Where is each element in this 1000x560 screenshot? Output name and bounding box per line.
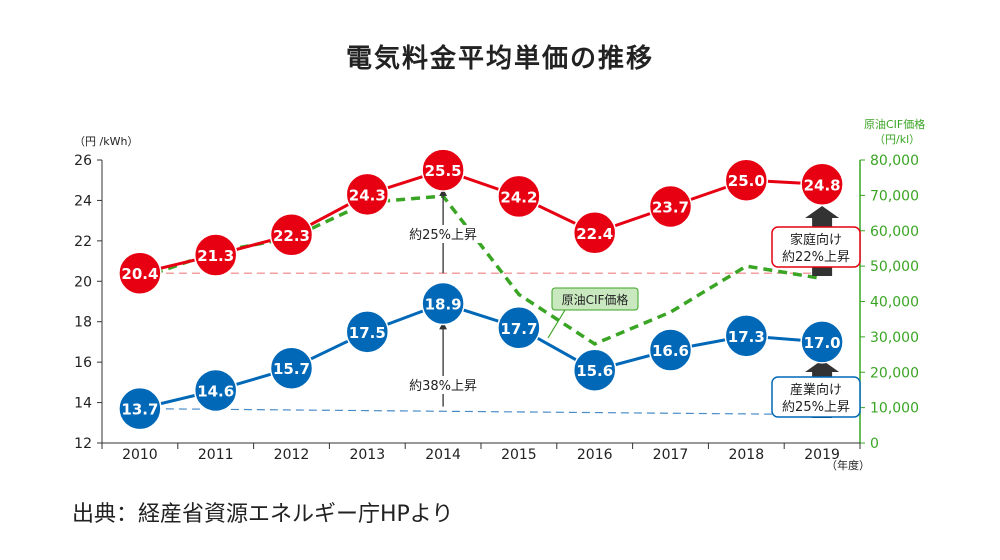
- x-tick-label-2017: 2017: [653, 447, 689, 463]
- household-point-label-2017: 23.7: [652, 198, 689, 216]
- y-left-tick-label-18: 18: [74, 315, 92, 331]
- household-callout-box: [771, 226, 861, 268]
- household-rise-label: 約25%上昇: [409, 228, 477, 243]
- industry-point-2014: [421, 281, 465, 326]
- y-left-tick-label-16: 16: [74, 355, 92, 371]
- industry-point-label-2012: 15.7: [273, 360, 310, 378]
- y-right-tick-label-60000: 60,000: [870, 224, 919, 240]
- industry-point-label-2013: 17.5: [349, 324, 386, 342]
- y-left-tick-label-14: 14: [74, 396, 92, 412]
- industry-point-2013: [345, 310, 390, 354]
- household-callout-line2: 約22%上昇: [782, 250, 850, 265]
- industry-callout-line2: 約25%上昇: [782, 400, 850, 415]
- y-right-axis-unit: （円/kl）: [874, 133, 920, 146]
- y-left-axis-label: （円 /kWh）: [74, 135, 138, 148]
- y-right-tick-label-40000: 40,000: [870, 295, 919, 311]
- industry-point-2010: [118, 386, 162, 431]
- household-point-2019: [800, 162, 844, 207]
- industry-point-2011: [193, 368, 238, 413]
- industry-point-2017: [648, 328, 693, 372]
- household-point-label-2014: 25.5: [425, 162, 462, 180]
- household-point-label-2016: 22.4: [576, 225, 613, 243]
- industry-point-label-2017: 16.6: [652, 342, 689, 360]
- industry-point-label-2010: 13.7: [121, 401, 158, 419]
- y-right-tick-label-0: 0: [870, 436, 879, 452]
- y-left-tick-label-26: 26: [74, 153, 92, 169]
- y-right-axis-label: 原油CIF価格: [864, 117, 925, 131]
- industry-rise-label: 約38%上昇: [409, 379, 477, 394]
- household-point-label-2011: 21.3: [197, 247, 234, 265]
- x-tick-label-2016: 2016: [577, 447, 613, 463]
- industry-point-label-2015: 17.7: [500, 320, 537, 338]
- industry-callout-line1: 産業向け: [790, 382, 842, 398]
- x-tick-label-2010: 2010: [122, 447, 158, 463]
- x-tick-label-2015: 2015: [501, 447, 537, 463]
- household-point-2011: [193, 233, 238, 277]
- y-left-tick-label-22: 22: [74, 234, 92, 250]
- household-point-label-2018: 25.0: [728, 172, 765, 190]
- household-point-label-2015: 24.2: [500, 188, 537, 206]
- industry-point-2015: [497, 306, 541, 350]
- points-layer: 20.4 21.3 22.3 24.3 25.5 24.2 22.4 23.7 25.0 24.8…: [118, 148, 844, 431]
- household-point-2010: [118, 251, 162, 295]
- household-point-label-2019: 24.8: [804, 176, 841, 194]
- industry-baseline: [139, 408, 833, 416]
- y-right-tick-label-20000: 20,000: [870, 365, 919, 381]
- industry-point-label-2014: 18.9: [425, 296, 462, 314]
- x-tick-label-2013: 2013: [349, 447, 385, 463]
- industry-line: [139, 301, 823, 411]
- household-point-2012: [269, 213, 314, 257]
- source-note: 出典：経産省資源エネルギー庁HPより: [72, 502, 454, 527]
- axes-layer: 12 14 16 18 20 22 24 26 （円 /kWh） 0 10,000 20,000 30,…: [74, 117, 925, 472]
- crude-callout-box: [551, 287, 639, 311]
- lines-layer: [139, 168, 833, 416]
- industry-point-2016: [572, 348, 617, 392]
- crude-oil-line: [139, 194, 823, 346]
- industry-point-label-2011: 14.6: [197, 382, 234, 400]
- y-left-tick-label-24: 24: [74, 193, 92, 209]
- household-point-2017: [648, 184, 693, 229]
- industry-rise-bg: [405, 376, 482, 394]
- y-left-tick-label-12: 12: [74, 436, 92, 452]
- industry-callout-box: [771, 376, 861, 418]
- x-tick-label-2014: 2014: [425, 447, 461, 463]
- household-point-2013: [345, 172, 390, 217]
- industry-point-label-2016: 15.6: [576, 362, 613, 380]
- household-callout-line1: 家庭向け: [790, 232, 842, 248]
- x-tick-label-2018: 2018: [728, 447, 764, 463]
- y-left-tick-label-20: 20: [74, 274, 92, 290]
- y-right-tick-label-80000: 80,000: [870, 153, 919, 169]
- household-point-label-2013: 24.3: [349, 186, 386, 204]
- x-axis-unit: （年度）: [826, 458, 870, 472]
- x-tick-label-2011: 2011: [198, 447, 234, 463]
- x-tick-label-2019: 2019: [804, 447, 840, 463]
- crude-callout-label: 原油CIF価格: [562, 292, 629, 307]
- household-point-2014: [421, 148, 465, 192]
- household-point-2018: [724, 158, 769, 202]
- y-right-tick-label-10000: 10,000: [870, 401, 919, 417]
- chart-title: 電気料金平均単価の推移: [345, 44, 654, 74]
- industry-point-2019: [800, 320, 844, 364]
- household-point-2015: [497, 174, 541, 219]
- industry-point-label-2018: 17.3: [728, 328, 765, 346]
- x-tick-label-2012: 2012: [274, 447, 310, 463]
- y-right-tick-label-70000: 70,000: [870, 188, 919, 204]
- household-line: [139, 168, 823, 275]
- industry-point-2012: [269, 346, 314, 390]
- household-rise-bg: [405, 225, 482, 243]
- industry-point-label-2019: 17.0: [804, 334, 841, 352]
- household-point-2016: [572, 211, 617, 255]
- household-point-label-2012: 22.3: [273, 227, 310, 245]
- y-right-tick-label-30000: 30,000: [870, 330, 919, 346]
- household-point-label-2010: 20.4: [121, 265, 158, 283]
- y-right-tick-label-50000: 50,000: [870, 259, 919, 275]
- industry-point-2018: [724, 314, 769, 358]
